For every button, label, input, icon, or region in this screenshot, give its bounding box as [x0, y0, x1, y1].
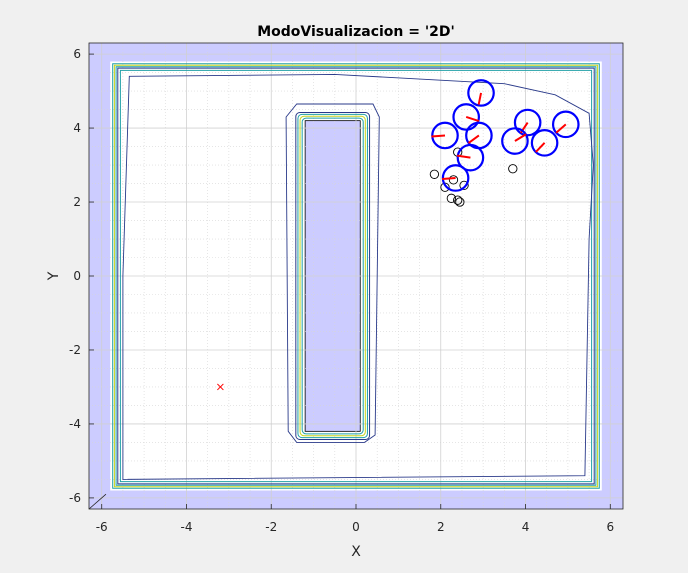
agent-heading	[442, 176, 456, 181]
pillar-outer-contour	[285, 103, 380, 443]
wall-contour	[117, 67, 595, 485]
agent-heading	[555, 123, 567, 134]
x-tick-label: -2	[265, 520, 277, 534]
x-tick-label: 6	[606, 520, 614, 534]
marker-point	[455, 197, 465, 207]
y-axis-label: Y	[46, 271, 62, 281]
pillar-contour	[299, 115, 366, 437]
x-tick-label: -6	[96, 520, 108, 534]
y-tick-label: -6	[69, 491, 81, 505]
pillar-contour	[297, 113, 368, 439]
y-tick-label: 6	[73, 47, 81, 61]
agent-circle	[452, 103, 481, 131]
y-tick-label: 2	[73, 195, 81, 209]
marker-point	[453, 195, 463, 205]
marker-point	[459, 180, 469, 191]
agent-heading	[465, 116, 480, 122]
agent-circle	[551, 110, 580, 139]
marker-point	[448, 175, 459, 185]
pillar-contour	[301, 117, 364, 435]
axes-corner-line	[88, 493, 107, 510]
marker-point	[446, 193, 457, 203]
y-tick-label: 4	[73, 121, 81, 135]
agent-heading	[535, 142, 546, 153]
agent-circle	[513, 108, 542, 137]
target-marker	[217, 383, 224, 391]
wall-contour	[119, 69, 593, 483]
y-tick-label: -2	[69, 343, 81, 357]
chart-title: ModoVisualizacion = '2D'	[257, 24, 455, 40]
wall-contour	[115, 66, 597, 486]
wall-contour	[113, 64, 599, 488]
marker-point	[429, 169, 440, 179]
agent-heading	[514, 133, 527, 142]
y-tick-label: -4	[69, 417, 81, 431]
y-tick-label: 0	[73, 269, 81, 283]
plot-area: -6 -4 -2 0 2 4 6 -6 -4 -2 0 2 4 6	[69, 42, 624, 534]
agent-circle	[467, 79, 495, 107]
agent-heading	[467, 134, 480, 144]
agent-heading	[431, 134, 446, 138]
agent-heading	[477, 92, 483, 105]
agent-circle	[530, 129, 559, 157]
x-tick-label: 4	[522, 520, 530, 534]
x-tick-label: -4	[180, 520, 192, 534]
agent-circle	[456, 143, 485, 172]
agent-heading	[456, 154, 471, 159]
x-tick-label: 2	[437, 520, 445, 534]
room-contour	[122, 73, 594, 480]
agent-circle	[501, 127, 529, 155]
marker-point	[508, 164, 518, 174]
x-axis-label: X	[351, 544, 361, 560]
wall-contour	[112, 63, 600, 489]
x-tick-label: 0	[352, 520, 360, 534]
pillar-contour	[295, 112, 371, 440]
